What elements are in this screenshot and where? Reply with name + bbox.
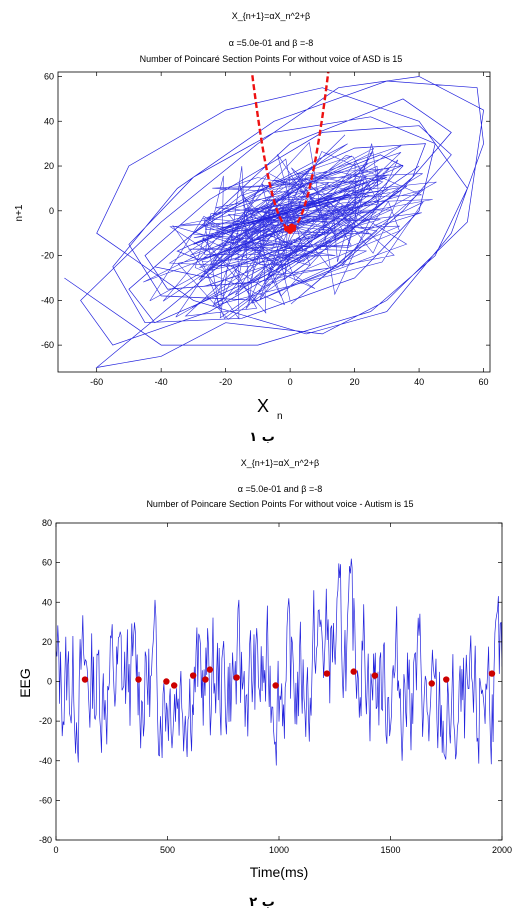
chart-1-ytick-label: -20	[41, 251, 54, 261]
chart-2-ylabel: EEG	[17, 668, 33, 698]
chart-1-xtick-label: -60	[90, 377, 103, 387]
chart-2-section-point	[443, 676, 450, 683]
chart-2-xtick-label: 1000	[269, 845, 289, 855]
chart-2-axes-frame	[55, 522, 503, 841]
caption-2: ب ۲	[249, 895, 275, 910]
chart-2-xtick-label: 2000	[492, 845, 512, 855]
chart-2-xtick-label: 0	[53, 845, 58, 855]
chart-2-section-point	[170, 682, 178, 689]
chart-2-ytick-label: -80	[39, 835, 52, 845]
chart-2-section-point	[81, 676, 89, 683]
chart-2-xtick-label: 500	[160, 845, 175, 855]
chart-2-ytick-label: -40	[39, 756, 52, 766]
chart-2-title-line-2: α =5.0e-01 and β =-8	[238, 484, 322, 494]
chart-1-xtick-label: 0	[288, 377, 293, 387]
chart-2-plot-area	[56, 558, 502, 766]
chart-2-section-point	[428, 680, 435, 687]
chart-2-section-point	[163, 678, 170, 685]
chart-1-ytick-label: 60	[44, 71, 54, 81]
chart-1-xtick-label: 40	[414, 377, 424, 387]
chart-1-xtick-label: -20	[219, 377, 232, 387]
chart-1-plot-area	[64, 72, 484, 369]
caption-1: ب ۱	[249, 430, 275, 445]
chart-1: X_{n+1}=αX_n^2+β α =5.0e-01 and β =-8 Nu…	[14, 11, 491, 422]
chart-1-title-line-1: X_{n+1}=αX_n^2+β	[232, 11, 310, 21]
chart-2-ytick-label: 40	[42, 597, 52, 607]
chart-2-ytick-label: 80	[42, 518, 52, 528]
chart-1-title-line-2: α =5.0e-01 and β =-8	[229, 38, 313, 48]
chart-1-ytick-label: 20	[44, 161, 54, 171]
chart-2: X_{n+1}=αX_n^2+β α =5.0e-01 and β =-8 Nu…	[17, 458, 512, 880]
chart-2-section-point	[202, 676, 209, 683]
chart-1-xtick-label: -40	[155, 377, 168, 387]
chart-1-axes-frame	[57, 71, 491, 373]
chart-2-title-line-3: Number of Poincare Section Points For wi…	[146, 499, 413, 509]
chart-2-section-point	[350, 668, 357, 675]
chart-1-map-curve	[250, 72, 330, 230]
chart-2-ytick-label: 20	[42, 637, 52, 647]
chart-1-ytick-label: 40	[44, 116, 54, 126]
chart-2-xtick-label: 1500	[380, 845, 400, 855]
chart-1-xlabel: X	[257, 396, 269, 416]
chart-1-xtick-label: 20	[350, 377, 360, 387]
chart-2-section-point	[488, 670, 496, 677]
chart-1-ylabel: n+1	[14, 204, 25, 221]
chart-2-section-point	[371, 672, 379, 679]
chart-2-section-point	[206, 666, 214, 673]
chart-2-section-point	[189, 672, 197, 679]
chart-2-ticks: 0 500 1000 1500 2000 -80 -60 -40 -20 0 20 40 60 80	[39, 518, 512, 855]
chart-2-section-point	[272, 682, 279, 689]
chart-2-section-point	[323, 670, 331, 677]
chart-1-title-line-3: Number of Poincaré Section Points For wi…	[140, 54, 403, 64]
chart-2-section-point	[233, 674, 240, 681]
chart-1-ytick-label: -60	[41, 340, 54, 350]
chart-2-eeg-line	[56, 558, 502, 766]
chart-2-xlabel: Time(ms)	[250, 864, 309, 880]
chart-1-section-point	[288, 223, 295, 230]
chart-1-ytick-label: 0	[49, 206, 54, 216]
chart-2-ytick-label: 60	[42, 558, 52, 568]
chart-2-section-point	[135, 676, 142, 683]
chart-2-title-line-1: X_{n+1}=αX_n^2+β	[241, 458, 319, 468]
chart-2-ytick-label: 0	[47, 677, 52, 687]
chart-1-xtick-label: 60	[479, 377, 489, 387]
chart-1-ytick-label: -40	[41, 295, 54, 305]
chart-1-trajectory-line	[64, 76, 484, 369]
chart-2-ytick-label: -20	[39, 716, 52, 726]
chart-2-ytick-label: -60	[39, 795, 52, 805]
chart-1-xlabel-sub: n	[277, 411, 283, 422]
chart-1-ticks: -60 -40 -20 0 20 40 60 -60 -40 -20 0 20 40 60	[41, 71, 490, 387]
